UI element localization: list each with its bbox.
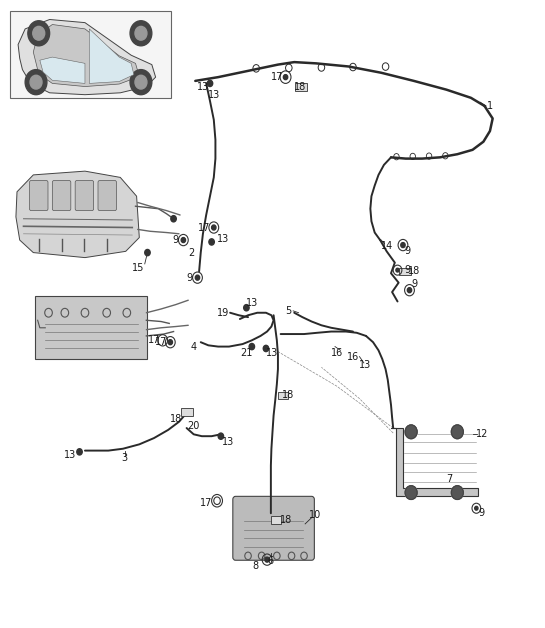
Polygon shape <box>16 171 140 257</box>
Text: 18: 18 <box>280 514 292 524</box>
Text: 13: 13 <box>246 298 258 308</box>
Text: 17: 17 <box>148 335 160 345</box>
Text: 10: 10 <box>309 509 321 519</box>
Circle shape <box>211 225 216 230</box>
FancyBboxPatch shape <box>278 392 288 399</box>
FancyBboxPatch shape <box>10 11 171 98</box>
Text: 16: 16 <box>347 352 359 362</box>
Circle shape <box>33 26 45 40</box>
Circle shape <box>249 344 255 350</box>
Text: 4: 4 <box>191 342 197 352</box>
Text: 13: 13 <box>64 450 76 460</box>
Text: 5: 5 <box>286 306 292 316</box>
Circle shape <box>28 21 50 46</box>
Circle shape <box>181 237 185 242</box>
Text: 6: 6 <box>268 556 274 566</box>
Circle shape <box>451 485 463 499</box>
Text: 9: 9 <box>187 273 193 283</box>
Circle shape <box>130 70 152 95</box>
FancyBboxPatch shape <box>295 84 307 91</box>
Circle shape <box>265 557 269 562</box>
Text: 19: 19 <box>217 308 229 318</box>
FancyBboxPatch shape <box>233 496 314 560</box>
Text: 1: 1 <box>487 101 493 111</box>
Circle shape <box>145 249 150 256</box>
Text: 14: 14 <box>380 241 393 251</box>
FancyBboxPatch shape <box>52 180 71 210</box>
Text: 20: 20 <box>187 421 200 431</box>
FancyBboxPatch shape <box>35 296 148 359</box>
Text: 9: 9 <box>479 508 485 518</box>
Circle shape <box>135 26 147 40</box>
Polygon shape <box>33 24 140 87</box>
FancyBboxPatch shape <box>399 268 411 275</box>
Circle shape <box>244 305 249 311</box>
Polygon shape <box>40 57 85 84</box>
Circle shape <box>451 425 463 439</box>
Text: 13: 13 <box>217 234 229 244</box>
Circle shape <box>168 340 172 345</box>
Text: 18: 18 <box>294 82 306 92</box>
FancyBboxPatch shape <box>98 180 117 210</box>
Text: 13: 13 <box>197 82 209 92</box>
Circle shape <box>25 70 47 95</box>
Text: 3: 3 <box>122 453 128 463</box>
Circle shape <box>171 215 176 222</box>
Circle shape <box>405 425 417 439</box>
Text: 15: 15 <box>131 263 144 273</box>
Text: 18: 18 <box>282 391 294 401</box>
FancyBboxPatch shape <box>29 180 48 210</box>
Text: 13: 13 <box>267 348 278 358</box>
Circle shape <box>451 485 463 499</box>
Circle shape <box>135 75 147 89</box>
Circle shape <box>195 275 199 280</box>
Text: 9: 9 <box>404 246 410 256</box>
Circle shape <box>218 433 223 440</box>
Circle shape <box>405 485 417 499</box>
Text: 16: 16 <box>330 348 343 358</box>
Circle shape <box>283 75 288 80</box>
Text: 17: 17 <box>271 72 283 82</box>
Polygon shape <box>18 19 156 95</box>
Circle shape <box>407 288 411 293</box>
Circle shape <box>77 449 82 455</box>
Text: 17: 17 <box>155 337 167 347</box>
Text: 9: 9 <box>173 235 179 245</box>
Circle shape <box>207 80 213 87</box>
Text: 17: 17 <box>198 222 211 232</box>
Polygon shape <box>89 29 134 84</box>
Text: 8: 8 <box>252 561 258 571</box>
Text: 21: 21 <box>240 348 252 358</box>
Circle shape <box>475 506 478 510</box>
Text: 9: 9 <box>412 279 418 289</box>
Text: 18: 18 <box>169 414 182 425</box>
Circle shape <box>30 75 42 89</box>
Text: 13: 13 <box>222 438 234 448</box>
Circle shape <box>130 21 152 46</box>
Text: 7: 7 <box>446 474 452 484</box>
Polygon shape <box>391 428 478 495</box>
FancyBboxPatch shape <box>75 180 94 210</box>
Circle shape <box>405 425 417 439</box>
FancyBboxPatch shape <box>271 516 281 524</box>
Text: 17: 17 <box>200 498 213 508</box>
Circle shape <box>209 239 214 245</box>
Circle shape <box>396 268 399 272</box>
Circle shape <box>401 242 405 247</box>
Text: 2: 2 <box>188 247 194 257</box>
Text: 13: 13 <box>208 90 221 100</box>
Circle shape <box>263 345 269 352</box>
Circle shape <box>451 425 463 439</box>
Circle shape <box>405 485 417 499</box>
FancyBboxPatch shape <box>181 408 193 416</box>
Text: 9: 9 <box>404 265 410 275</box>
Text: 13: 13 <box>359 360 371 371</box>
Text: 18: 18 <box>408 266 420 276</box>
Text: 12: 12 <box>476 430 488 440</box>
